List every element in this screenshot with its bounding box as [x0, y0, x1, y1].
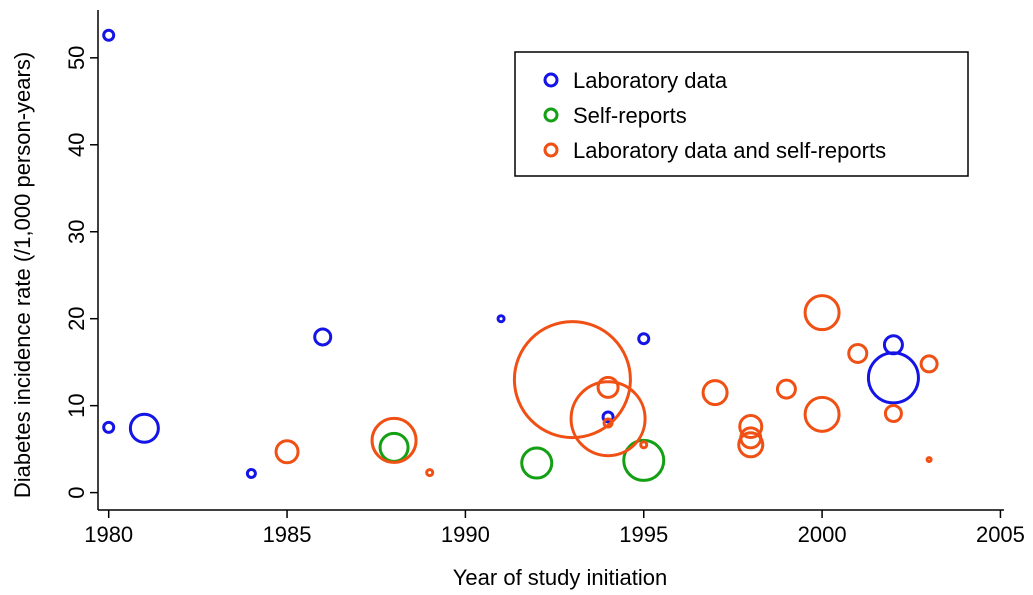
y-tick-label: 40 — [64, 133, 89, 157]
bubble — [569, 380, 647, 458]
y-tick-label: 30 — [64, 219, 89, 243]
bubble — [128, 412, 160, 444]
bubble — [866, 351, 920, 405]
bubble — [803, 294, 841, 332]
x-tick-label: 1995 — [619, 522, 668, 547]
legend-label: Self-reports — [573, 103, 687, 128]
bubble — [925, 456, 933, 464]
bubble — [637, 332, 651, 346]
bubble — [847, 342, 869, 364]
x-tick-label: 2005 — [976, 522, 1025, 547]
bubble — [596, 375, 620, 399]
y-tick-label: 0 — [64, 486, 89, 498]
x-tick-label: 1990 — [441, 522, 490, 547]
bubble — [512, 320, 632, 440]
bubble — [274, 439, 300, 465]
y-tick-label: 20 — [64, 306, 89, 330]
bubble — [313, 327, 333, 347]
bubble — [602, 417, 614, 429]
y-axis-label: Diabetes incidence rate (/1,000 person-y… — [10, 52, 35, 498]
bubble — [370, 416, 418, 464]
bubble — [803, 395, 841, 433]
bubble — [883, 403, 903, 423]
bubble — [520, 446, 554, 480]
bubble — [738, 414, 764, 440]
bubble — [245, 467, 257, 479]
bubble — [425, 468, 435, 478]
bubble — [378, 431, 410, 463]
bubble — [701, 379, 729, 407]
legend-marker — [543, 107, 559, 123]
bubble — [882, 334, 904, 356]
x-tick-label: 2000 — [798, 522, 847, 547]
legend-marker — [543, 72, 559, 88]
bubble — [102, 28, 116, 42]
legend-label: Laboratory data and self-reports — [573, 138, 886, 163]
bubble — [639, 440, 649, 450]
bubble — [102, 420, 116, 434]
y-tick-label: 10 — [64, 393, 89, 417]
bubble — [737, 431, 765, 459]
bubble — [919, 354, 939, 374]
bubble — [601, 410, 615, 424]
x-axis-label: Year of study initiation — [453, 565, 667, 590]
legend-box — [514, 51, 969, 177]
y-tick-label: 50 — [64, 46, 89, 70]
x-tick-label: 1980 — [84, 522, 133, 547]
bubble — [496, 314, 506, 324]
legend-label: Laboratory data — [573, 68, 728, 93]
x-tick-label: 1985 — [263, 522, 312, 547]
legend-marker — [543, 142, 559, 158]
bubble — [775, 378, 797, 400]
